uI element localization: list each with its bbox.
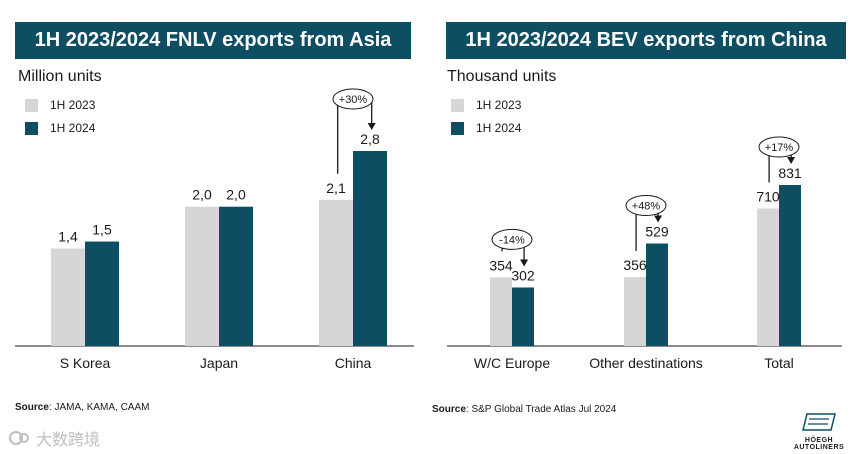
bar-1h2024 [779, 185, 801, 346]
annotation-change-label: +17% [765, 142, 794, 154]
data-label-1h2023: 2,1 [326, 180, 346, 196]
category-label: W/C Europe [474, 355, 550, 371]
annotation-change-label: +30% [339, 94, 368, 106]
annotation-change-label: -14% [499, 234, 525, 246]
data-label-1h2024: 1,5 [92, 222, 112, 238]
right-unit-label: Thousand units [447, 68, 557, 85]
legend-label: 1H 2023 [50, 98, 96, 112]
category-label: Other destinations [589, 355, 703, 371]
bar-1h2023 [185, 206, 219, 346]
left-legend-2023: 1H 2023 [25, 98, 95, 112]
legend-label: 1H 2024 [50, 121, 96, 135]
source-text: : S&P Global Trade Atlas Jul 2024 [465, 404, 617, 415]
source-label: Source [15, 402, 49, 413]
bar-1h2024 [646, 243, 668, 346]
bar-1h2023 [319, 199, 353, 346]
right-source: Source: S&P Global Trade Atlas Jul 2024 [432, 404, 616, 415]
legend-swatch-2024 [451, 121, 464, 135]
ship-flag-icon [802, 413, 836, 431]
data-label-1h2024: 529 [645, 224, 669, 240]
category-label: Total [764, 355, 794, 371]
legend-swatch-2023 [451, 98, 464, 112]
bar-1h2023 [624, 277, 646, 346]
right-legend-2023: 1H 2023 [451, 98, 521, 112]
bar-1h2024 [512, 287, 534, 346]
data-label-1h2023: 356 [623, 257, 647, 273]
legend-swatch-2023 [25, 98, 38, 112]
legend-label: 1H 2024 [476, 121, 522, 135]
data-label-1h2024: 2,8 [360, 131, 380, 147]
left-chart-title: 1H 2023/2024 FNLV exports from Asia [15, 22, 411, 59]
logo-text: HÖEGH AUTOLINERS [793, 437, 845, 451]
bar-1h2024 [353, 151, 387, 346]
watermark-logo-icon [9, 431, 29, 445]
bar-1h2023 [757, 208, 779, 346]
left-source: Source: JAMA, KAMA, CAAM [15, 402, 149, 413]
data-label-1h2023: 1,4 [58, 229, 78, 245]
right-legend-2024: 1H 2024 [451, 121, 521, 135]
source-text: : JAMA, KAMA, CAAM [48, 402, 150, 413]
data-label-1h2024: 302 [511, 267, 535, 283]
legend-swatch-2024 [25, 121, 38, 135]
right-chart-title: 1H 2023/2024 BEV exports from China [446, 22, 846, 59]
source-label: Source [432, 404, 466, 415]
category-label: China [335, 355, 372, 371]
watermark: 大数跨境 [8, 426, 100, 450]
data-label-1h2024: 2,0 [226, 187, 246, 203]
bar-1h2024 [85, 241, 119, 346]
watermark-text: 大数跨境 [36, 432, 101, 449]
bar-1h2023 [490, 277, 512, 346]
annotation-arrow-head [367, 123, 376, 130]
data-label-1h2024: 831 [778, 165, 802, 181]
annotation-oval [625, 195, 667, 217]
company-logo: HÖEGH AUTOLINERS [784, 410, 854, 451]
annotation-oval [758, 136, 800, 158]
legend-label: 1H 2023 [476, 98, 522, 112]
category-label: Japan [200, 355, 238, 371]
bar-1h2023 [51, 248, 85, 346]
annotation-oval [491, 228, 533, 250]
data-label-1h2023: 2,0 [192, 187, 212, 203]
data-label-1h2023: 354 [489, 257, 513, 273]
annotation-oval [332, 88, 374, 110]
annotation-arrow-head [654, 215, 663, 223]
bar-1h2024 [219, 206, 253, 346]
annotation-arrow-head [520, 259, 529, 267]
left-legend-2024: 1H 2024 [25, 121, 95, 135]
annotation-change-label: +48% [632, 201, 661, 213]
data-label-1h2023: 710 [756, 188, 780, 204]
annotation-arrow-head [787, 157, 796, 164]
left-unit-label: Million units [18, 68, 102, 85]
category-label: S Korea [60, 355, 111, 371]
